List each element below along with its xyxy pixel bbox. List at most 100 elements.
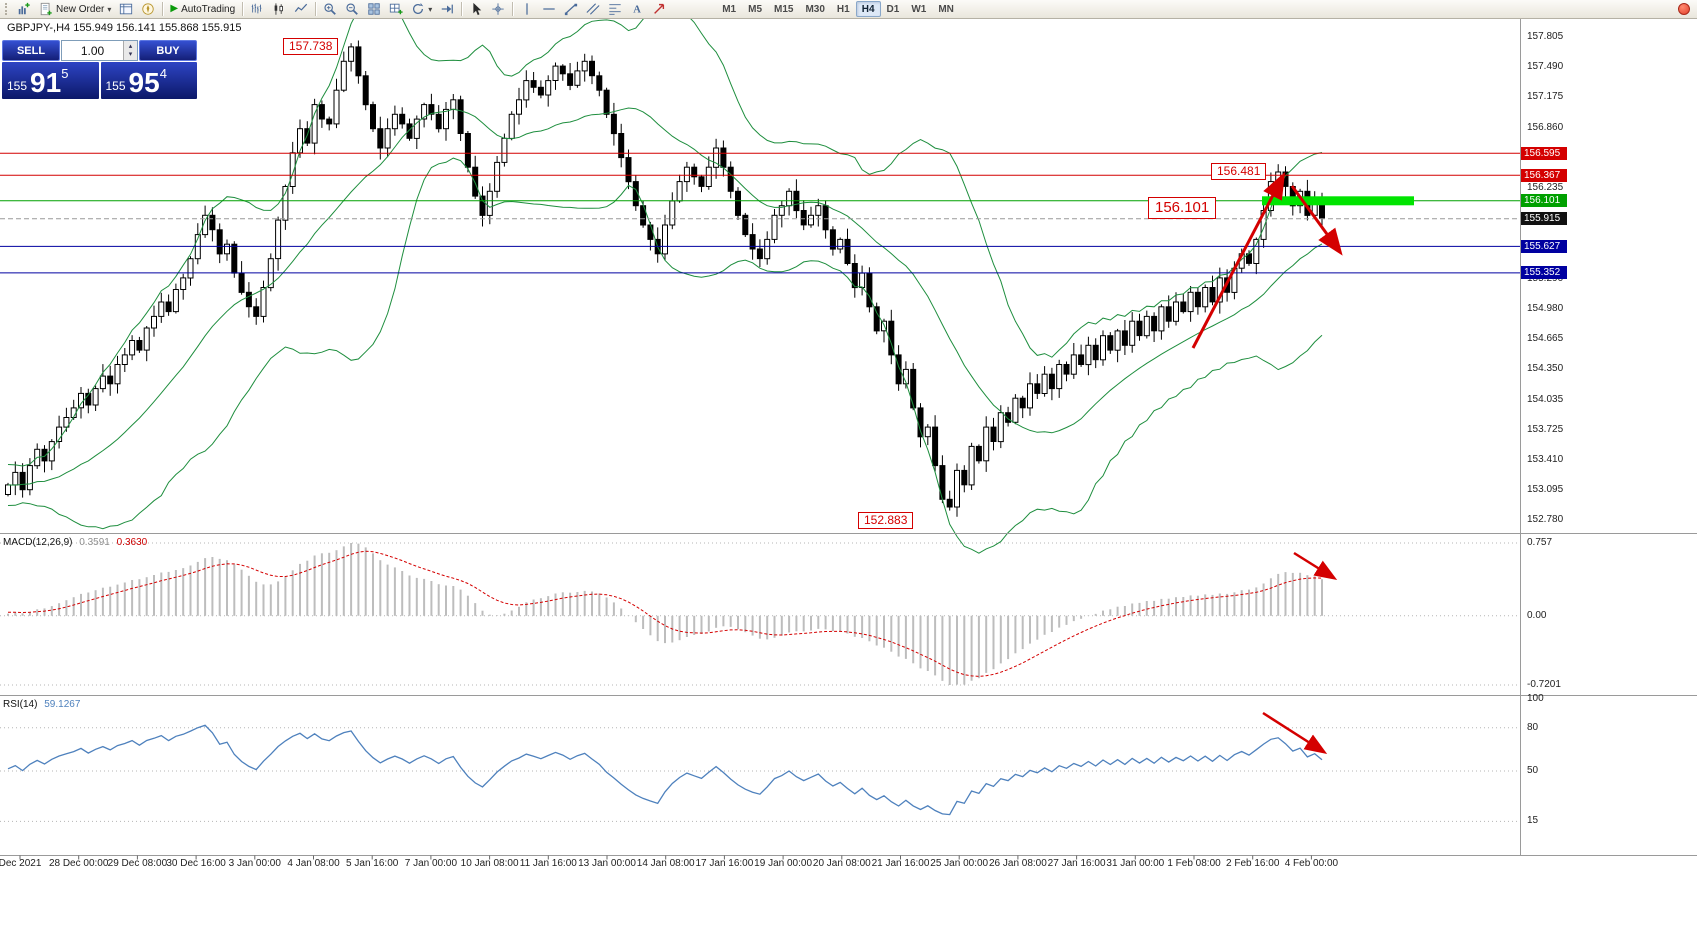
time-tick-label: 11 Jan 16:00 [519,858,577,869]
bar-chart-icon [251,3,262,14]
crosshair-button[interactable] [487,1,509,18]
equidistant-channel-button[interactable] [582,1,604,18]
arrow-tool-icon [654,3,665,14]
timeframe-toolbar: M1 M5 M15 M30 H1 H4 D1 W1 MN [716,1,960,17]
candle [713,147,720,168]
price-level-tag: 155.915 [1521,212,1567,226]
tile-windows-button[interactable] [363,1,385,18]
notification-dot[interactable] [1678,3,1690,15]
candle [603,89,610,115]
time-axis[interactable]: Dec 2021 28 Dec 00:00 29 Dec 08:00 30 Dec 1… [0,856,1520,872]
toolbar-separator [512,2,514,16]
play-icon: ▶ [170,3,179,14]
bollinger-bands-layer [7,0,1323,554]
trend-arrow[interactable] [1290,185,1343,256]
arrow-tool-button[interactable] [648,1,670,18]
candle [1151,315,1158,332]
sell-price-display[interactable]: 155 91 5 [2,62,99,99]
cursor-button[interactable] [465,1,487,18]
candle [275,219,282,260]
candle [1107,335,1114,351]
volume-input[interactable] [62,41,123,60]
timeframe-button-d1[interactable]: D1 [881,1,906,17]
horizontal-line-button[interactable] [538,1,560,18]
sell-price-small: 155 [7,79,28,93]
price-tick-label: 153.095 [1527,484,1564,496]
autotrading-button[interactable]: ▶ AutoTrading [166,1,239,18]
candle [1056,364,1063,390]
candle [158,301,165,317]
candle [530,80,537,88]
new-order-button[interactable]: New Order ▾ [35,1,115,18]
volume-spinner[interactable]: ▴ ▾ [61,40,138,61]
candle [1078,354,1085,365]
timeframe-button-m1[interactable]: M1 [716,1,742,17]
trend-arrow[interactable] [1293,551,1338,580]
macd-tick-label: 0.00 [1527,609,1547,621]
candle [355,46,362,77]
chart-shift-button[interactable] [436,1,458,18]
spin-up-icon[interactable]: ▴ [128,42,133,50]
candle [63,417,70,428]
macd-signal-line [7,550,1323,677]
candlestick-chart-button[interactable] [268,1,290,18]
timeframe-button-m15[interactable]: M15 [768,1,799,17]
timeframe-button-w1[interactable]: W1 [905,1,932,17]
new-chart-button[interactable] [13,1,35,18]
line-chart-icon [295,3,308,13]
time-tick-label: 4 Feb 00:00 [1284,858,1339,869]
candle [114,364,121,385]
vertical-line-button[interactable] [516,1,538,18]
resistance-zone-highlight[interactable] [1262,196,1414,206]
chart-grid-button[interactable] [385,1,407,18]
line-chart-button[interactable] [290,1,312,18]
candle [815,205,822,216]
navigator-button[interactable] [137,1,159,18]
candle [187,258,194,279]
timeframe-button-h1[interactable]: H1 [831,1,856,17]
trendline-icon [565,3,578,16]
market-watch-button[interactable] [115,1,137,18]
trend-arrow[interactable] [1191,172,1286,349]
trendline-button[interactable] [560,1,582,18]
candle [253,306,260,317]
toolbar-drag-handle[interactable] [5,3,10,15]
candle [260,287,267,317]
spin-down-icon[interactable]: ▾ [128,50,133,58]
timeframe-button-m30[interactable]: M30 [799,1,830,17]
candle [516,99,522,115]
buy-price-display[interactable]: 155 95 4 [100,62,197,99]
candle [143,327,150,351]
candle [990,426,997,443]
timeframe-cycle-button[interactable]: ▾ [407,1,436,18]
toolbar: New Order ▾ ▶ AutoTrading [0,0,1697,19]
buy-button[interactable]: BUY [139,40,197,61]
zoom-in-button[interactable] [319,1,341,18]
candle [545,80,552,96]
buy-price-big: 95 [128,67,160,98]
sell-button[interactable]: SELL [2,40,60,61]
price-axis[interactable]: 157.805157.490157.175156.860156.545156.2… [1520,0,1697,943]
price-tick-label: 154.035 [1527,393,1564,405]
timeframe-button-h4[interactable]: H4 [855,1,881,17]
timeframe-button-m5[interactable]: M5 [742,1,768,17]
candle [245,291,252,308]
candle [1100,335,1106,361]
candle [1012,397,1019,423]
volume-spin-buttons[interactable]: ▴ ▾ [123,41,137,60]
rsi-indicator-label: RSI(14) 59.1267 [3,699,80,710]
price-tick-label: 154.665 [1527,333,1564,345]
time-tick-label: 2 Feb 16:00 [1226,858,1280,869]
trend-arrow[interactable] [1262,711,1328,755]
price-tick-label: 156.235 [1527,181,1564,193]
candle [129,340,136,356]
bar-chart-button[interactable] [246,1,268,18]
text-tool-button[interactable]: A [626,1,648,18]
timeframe-button-mn[interactable]: MN [932,1,960,17]
fibonacci-button[interactable] [604,1,626,18]
candle [968,445,975,486]
zoom-out-button[interactable] [341,1,363,18]
candle [508,113,515,139]
time-tick-label: 21 Jan 16:00 [871,858,930,869]
